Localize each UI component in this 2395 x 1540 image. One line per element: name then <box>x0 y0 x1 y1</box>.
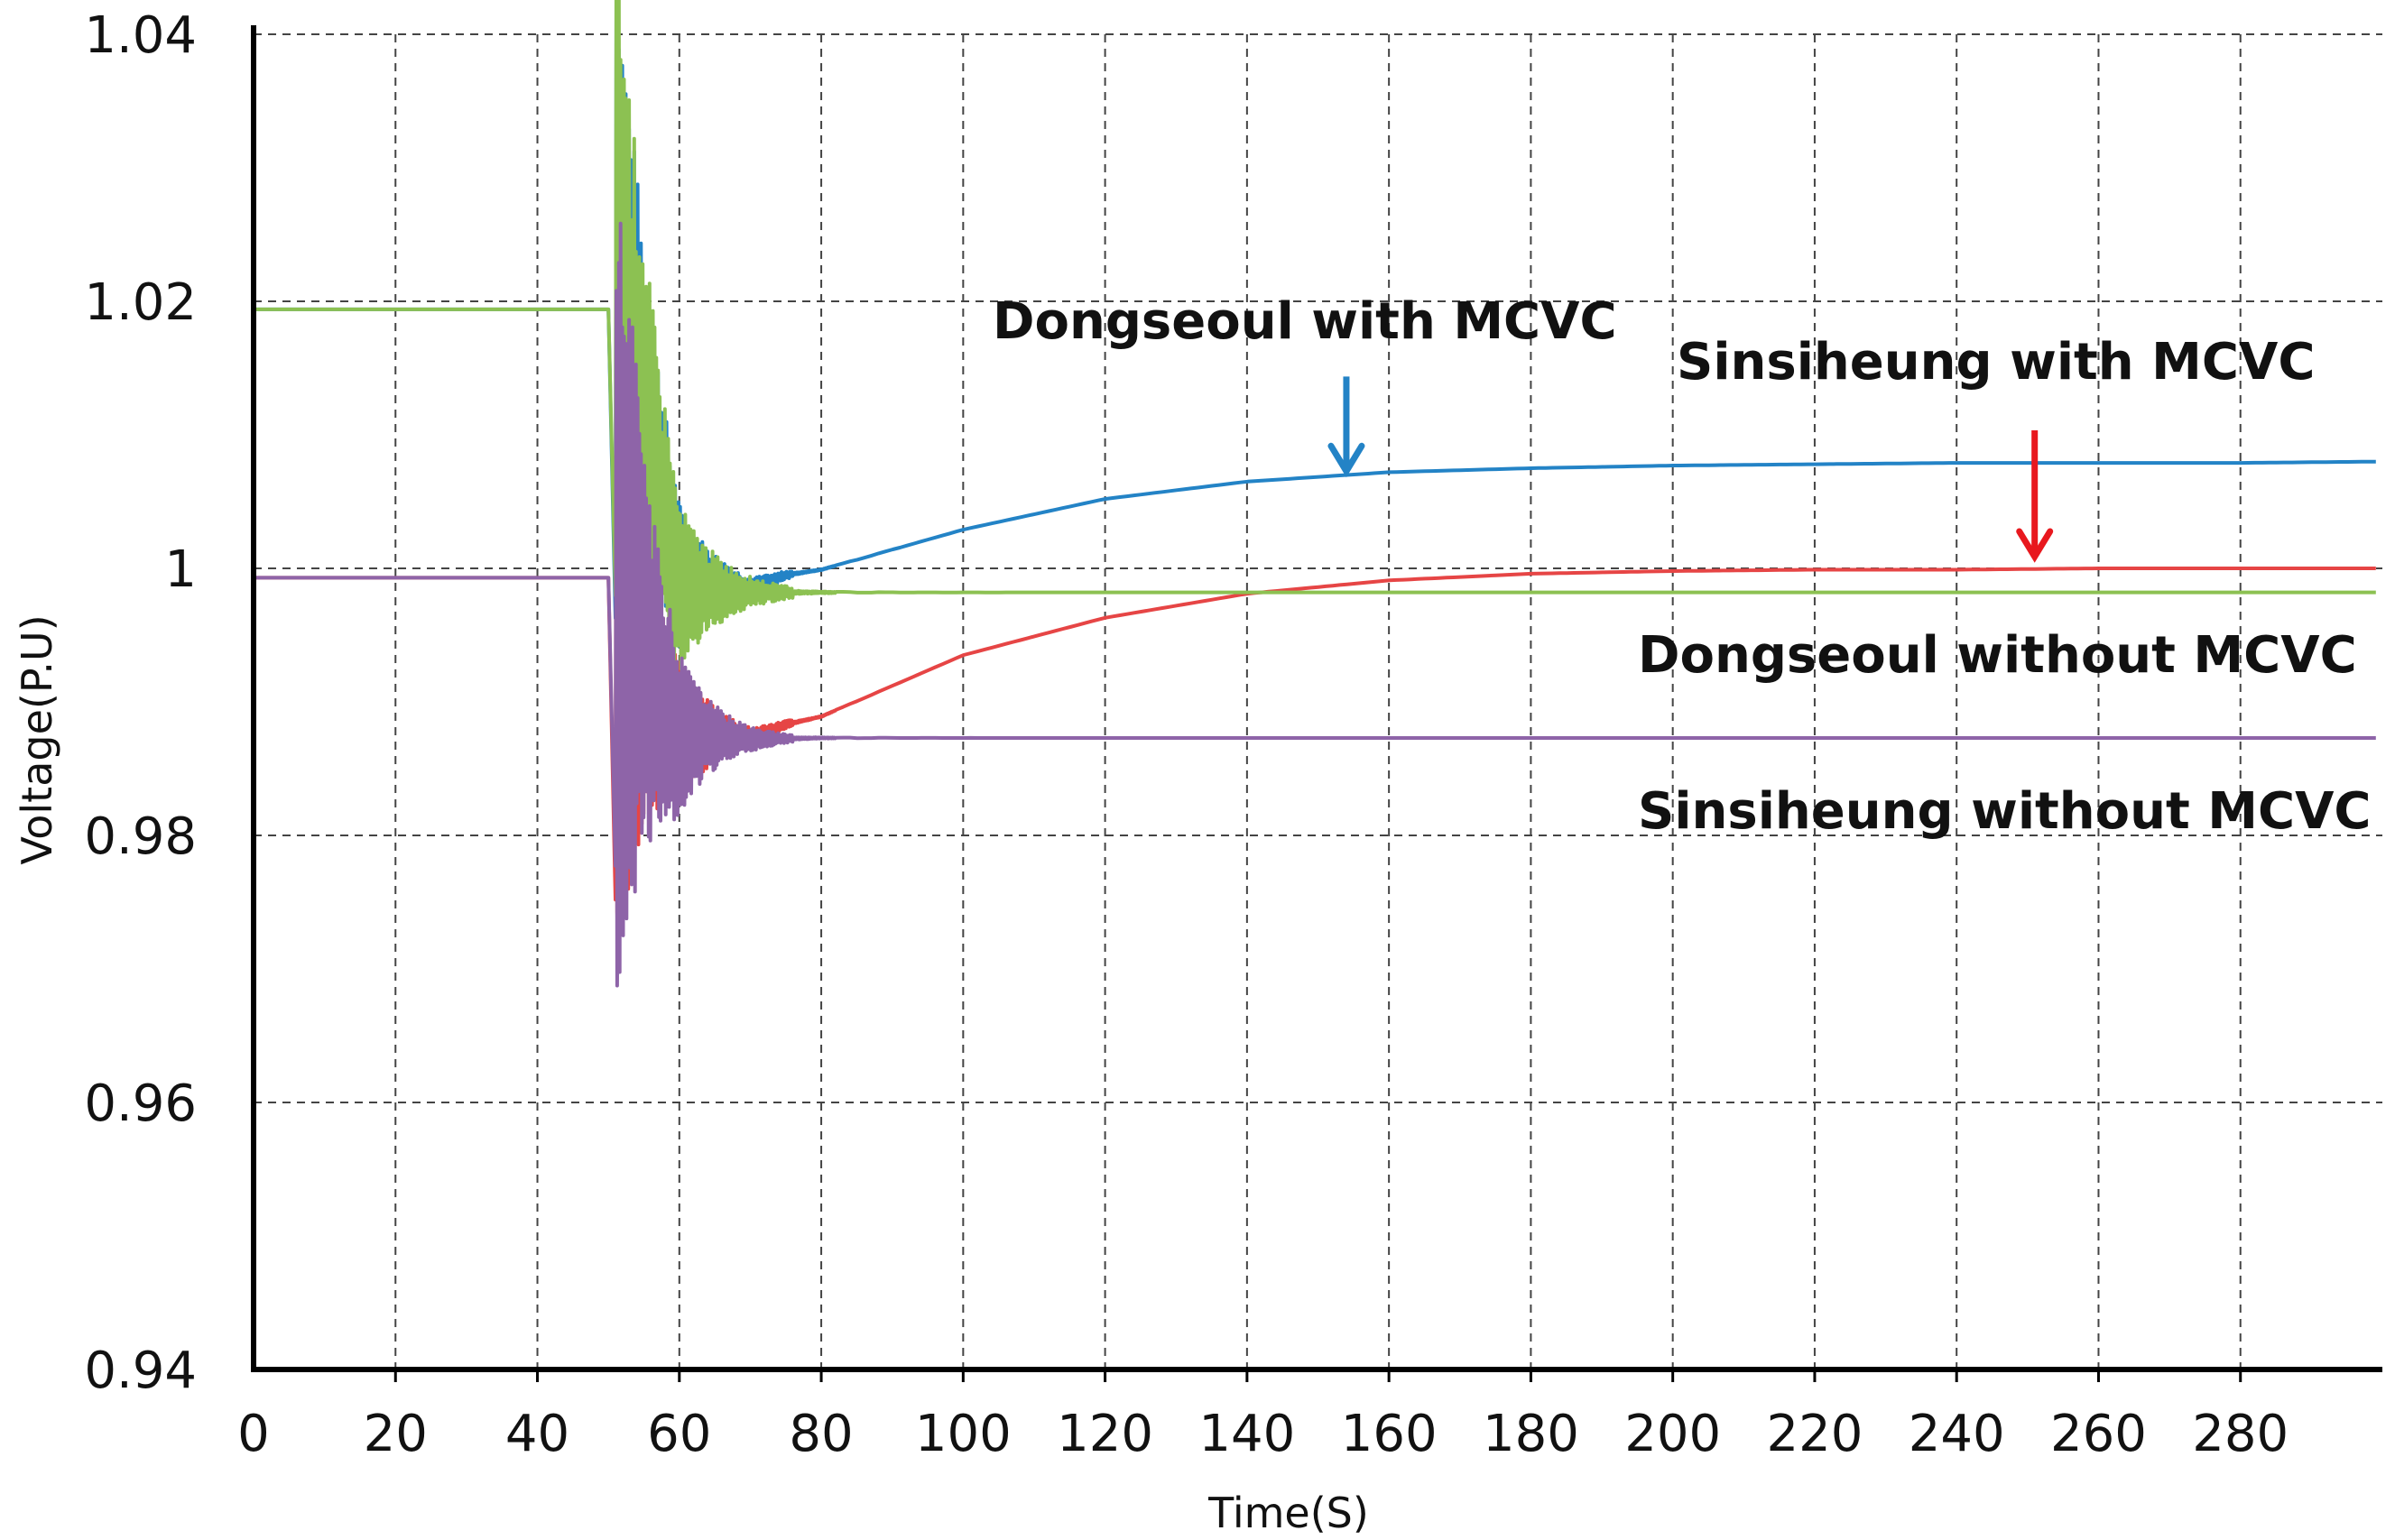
arrow-head <box>2016 528 2054 563</box>
tick-labels: 0 20 40 60 80 100 120 140 160 180 200 220 240 260 280 0… <box>84 6 2289 1463</box>
x-tick-label: 100 <box>915 1405 1012 1463</box>
x-tick-label: 200 <box>1624 1405 1721 1463</box>
series-layer <box>254 0 2376 988</box>
axes <box>251 25 2382 1382</box>
x-tick-label: 160 <box>1341 1405 1438 1463</box>
y-tick-label: 0.94 <box>84 1342 197 1400</box>
annotation-sinsiheung-with-mcvc: Sinsiheung with MCVC <box>1677 333 2315 392</box>
x-tick-label: 140 <box>1198 1405 1295 1463</box>
grid <box>254 33 2382 1369</box>
x-tick-label: 80 <box>789 1405 853 1463</box>
x-tick-label: 0 <box>237 1405 270 1463</box>
y-tick-label: 1.02 <box>84 273 197 332</box>
x-tick-label: 60 <box>647 1405 711 1463</box>
annotation-dongseoul-with-mcvc: Dongseoul with MCVC <box>993 292 1617 351</box>
y-axis-title: Voltage(P.U) <box>13 614 61 864</box>
y-tick-label: 1.04 <box>84 6 197 65</box>
annotation-dongseoul-without-mcvc: Dongseoul without MCVC <box>1638 626 2357 685</box>
x-tick-label: 180 <box>1483 1405 1579 1463</box>
x-tick-label: 260 <box>2050 1405 2147 1463</box>
x-tick-label: 220 <box>1766 1405 1863 1463</box>
y-tick-label: 0.96 <box>84 1074 197 1133</box>
series-line-sinsiheung-without-mcvc <box>254 221 2376 988</box>
annotations: Dongseoul with MCVC Sinsiheung with MCVC… <box>993 292 2372 841</box>
arrow-head <box>1327 442 1365 478</box>
x-tick-label: 20 <box>364 1405 428 1463</box>
x-tick-label: 280 <box>2192 1405 2289 1463</box>
x-tick-label: 240 <box>1909 1405 2005 1463</box>
x-axis-title: Time(S) <box>1207 1489 1369 1537</box>
y-tick-label: 0.98 <box>84 807 197 866</box>
annotation-arrows <box>1327 376 2054 563</box>
x-tick-label: 40 <box>505 1405 569 1463</box>
annotation-sinsiheung-without-mcvc: Sinsiheung without MCVC <box>1638 782 2372 841</box>
x-tick-label: 120 <box>1057 1405 1153 1463</box>
y-tick-label: 1 <box>164 540 197 599</box>
